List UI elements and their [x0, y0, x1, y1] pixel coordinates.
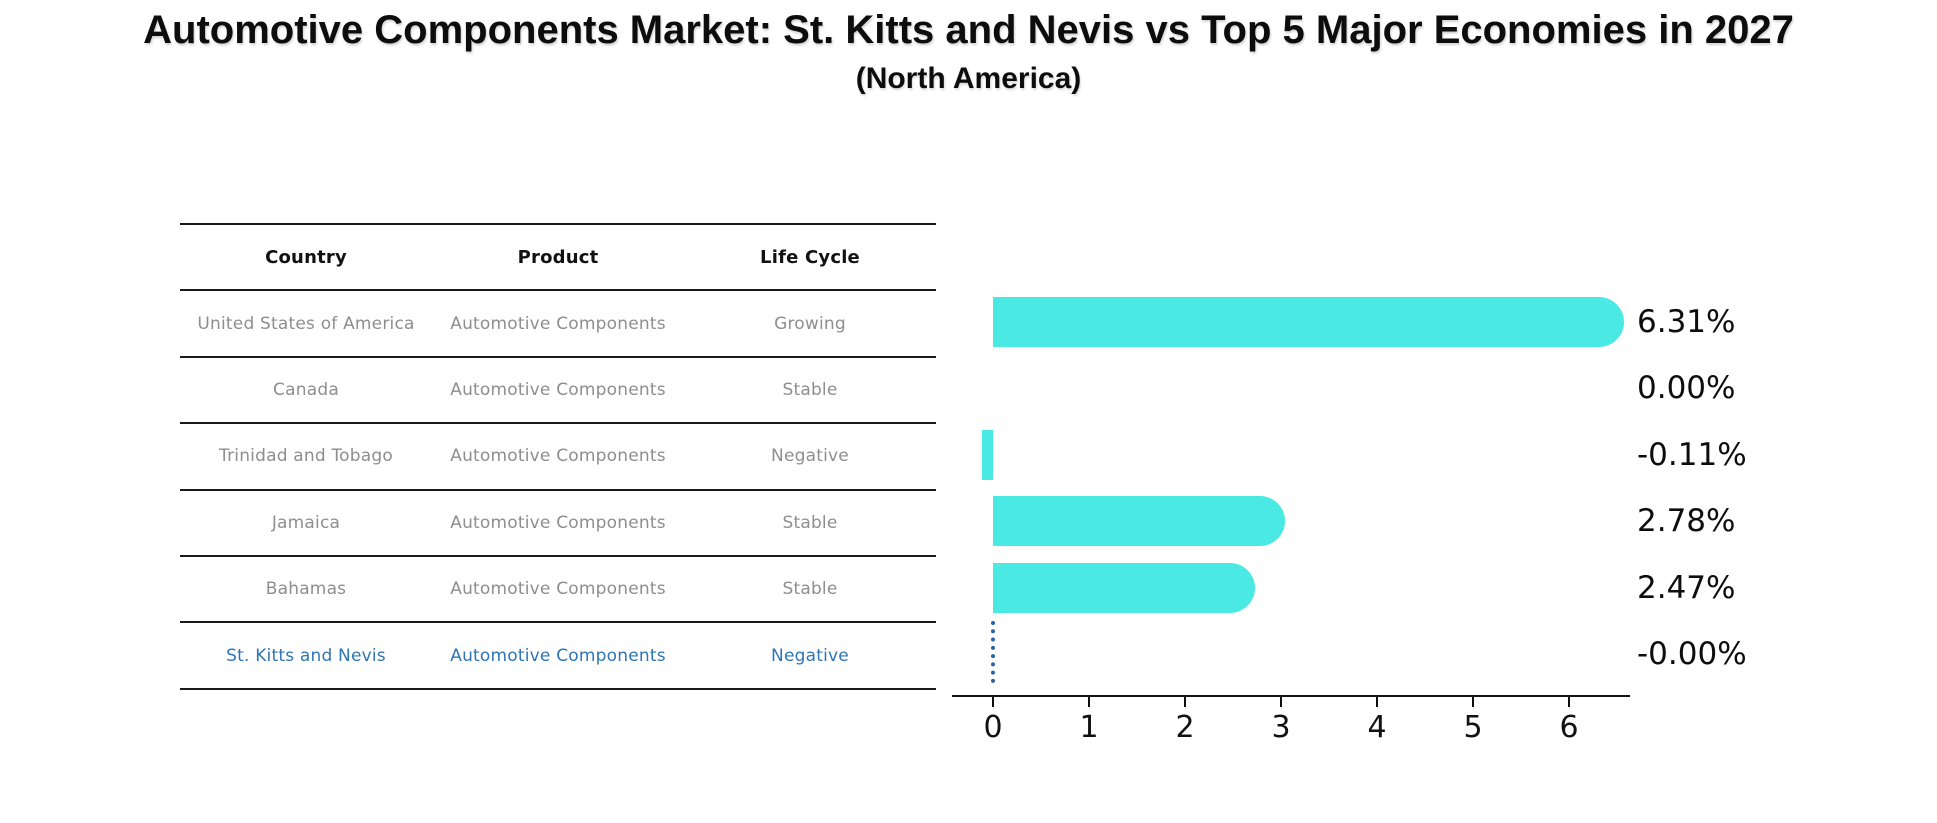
- x-axis-tick-label: 5: [1463, 710, 1483, 745]
- x-axis-tick-label: 6: [1559, 710, 1579, 745]
- value-label-bahamas: 2.47%: [1637, 569, 1736, 606]
- table-row-canada: Canada Automotive Components Stable: [180, 358, 936, 425]
- life-cycle-cell: Negative: [771, 446, 849, 467]
- value-label-canada: 0.00%: [1637, 370, 1736, 407]
- x-axis-tick: [1568, 697, 1570, 707]
- table-row-bahamas: Bahamas Automotive Components Stable: [180, 557, 936, 624]
- bar-trinidad-and-tobago: [982, 429, 993, 480]
- x-axis-tick: [1472, 697, 1474, 707]
- product-cell: Automotive Components: [450, 446, 666, 467]
- value-label-trinidad-and-tobago: -0.11%: [1637, 436, 1747, 473]
- table-row-st-kitts-and-nevis: St. Kitts and Nevis Automotive Components…: [180, 623, 936, 690]
- comparison-table: Country Product Life Cycle United States of…: [180, 223, 936, 690]
- chart-title: Automotive Components Market: St. Kitts …: [143, 8, 1794, 52]
- value-label-jamaica: 2.78%: [1637, 503, 1736, 540]
- bar-bahamas: [993, 562, 1256, 613]
- table-header-row: Country Product Life Cycle: [180, 225, 936, 292]
- bar-united-states-of-america: [993, 297, 1624, 347]
- value-label-united-states-of-america: 6.31%: [1637, 304, 1736, 340]
- table-row-trinidad-and-tobago: Trinidad and Tobago Automotive Components…: [180, 424, 936, 491]
- country-cell: United States of America: [197, 313, 415, 334]
- value-label-st-kitts-and-nevis: -0.00%: [1637, 636, 1747, 672]
- zero-marker-dotted-line: [991, 621, 995, 683]
- product-cell: Automotive Components: [450, 512, 666, 533]
- x-axis-tick-label: 4: [1367, 710, 1387, 745]
- product-cell: Automotive Components: [450, 313, 666, 334]
- x-axis-tick: [992, 697, 994, 707]
- x-axis-line: [952, 695, 1630, 697]
- x-axis-tick: [1376, 697, 1378, 707]
- life-cycle-cell: Stable: [782, 512, 838, 533]
- product-cell: Automotive Components: [450, 645, 666, 666]
- x-axis-tick-label: 2: [1175, 710, 1195, 745]
- product-cell: Automotive Components: [450, 579, 666, 600]
- life-cycle-cell: Stable: [782, 579, 838, 600]
- product-cell: Automotive Components: [450, 379, 666, 400]
- country-cell: Jamaica: [271, 512, 341, 533]
- table-row-united-states-of-america: United States of America Automotive Compo…: [180, 291, 936, 358]
- column-header-life-cycle: Life Cycle: [760, 246, 860, 268]
- x-axis-tick-label: 3: [1271, 710, 1291, 745]
- x-axis-tick-label: 0: [983, 710, 1003, 745]
- x-axis-tick: [1280, 697, 1282, 707]
- country-cell: St. Kitts and Nevis: [226, 645, 386, 666]
- country-cell: Bahamas: [265, 579, 347, 600]
- country-cell: Trinidad and Tobago: [219, 446, 393, 467]
- column-header-country: Country: [265, 246, 347, 268]
- life-cycle-cell: Stable: [782, 379, 838, 400]
- table-row-jamaica: Jamaica Automotive Components Stable: [180, 491, 936, 557]
- x-axis-tick-label: 1: [1079, 710, 1099, 745]
- life-cycle-cell: Negative: [771, 645, 849, 666]
- chart-subtitle: (North America): [855, 62, 1082, 95]
- bar-jamaica: [993, 496, 1285, 547]
- column-header-product: Product: [517, 246, 599, 268]
- x-axis-tick: [1088, 697, 1090, 707]
- x-axis-tick: [1184, 697, 1186, 707]
- country-cell: Canada: [273, 379, 339, 400]
- life-cycle-cell: Growing: [774, 313, 846, 334]
